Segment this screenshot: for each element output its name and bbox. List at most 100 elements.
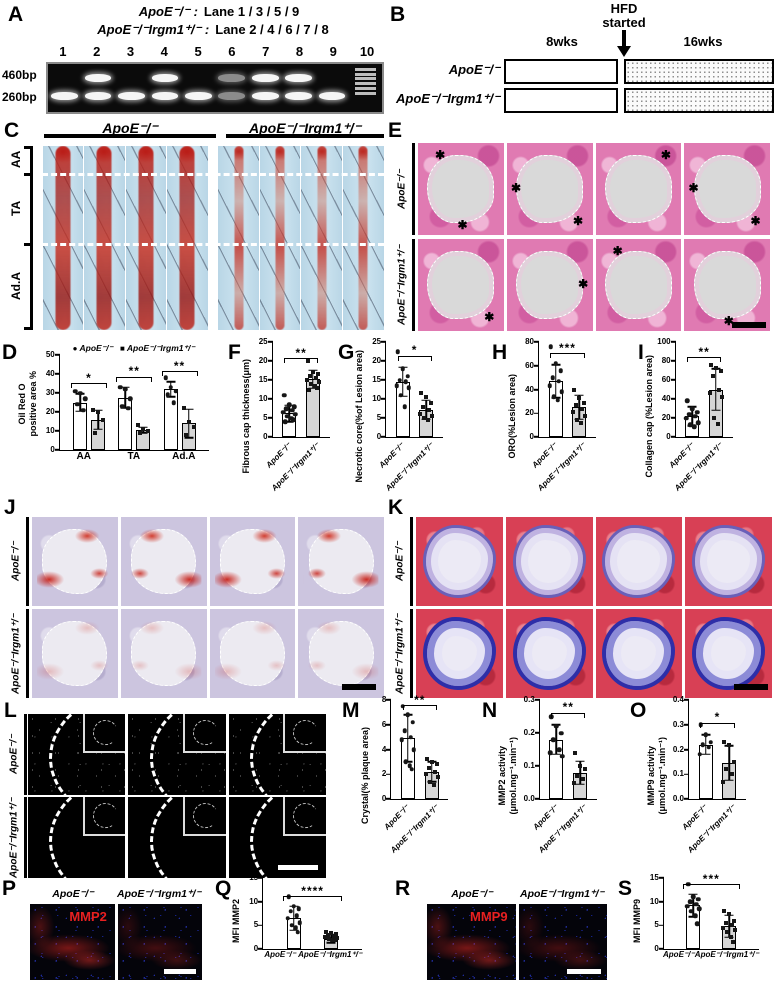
vessel-lumen — [516, 154, 584, 224]
bar-group — [721, 700, 737, 799]
gel-lane — [48, 64, 81, 112]
data-point — [557, 747, 562, 752]
legend-label: ApoE⁻/⁻Irgm1⁺/⁻ — [126, 343, 195, 353]
error-bar-cap — [574, 394, 584, 397]
x-labels: ApoE⁻/⁻ ApoE⁻/⁻Irgm1⁺/⁻ — [663, 950, 759, 964]
data-point — [692, 424, 697, 429]
bar-group: ** — [116, 355, 153, 450]
y-tick-label: 80 — [525, 337, 534, 347]
y-tick-label: 50 — [45, 350, 55, 360]
x-label: ApoE⁻/⁻ — [663, 950, 695, 964]
data-point — [136, 423, 141, 428]
data-point — [424, 395, 429, 400]
gel-lane-number: 2 — [93, 44, 101, 59]
bar-wrap — [572, 700, 588, 799]
data-point — [693, 413, 698, 419]
data-point — [429, 759, 434, 764]
data-point — [294, 913, 300, 919]
gel-lane — [282, 64, 315, 112]
x-labels: ApoE⁻/⁻ ApoE⁻/⁻Irgm1⁺/⁻ — [680, 800, 746, 855]
x-label-text: ApoE⁻/⁻ — [666, 441, 696, 470]
panel-A-label: A — [8, 3, 24, 26]
masson-section-image — [505, 517, 593, 606]
y-tick — [683, 699, 689, 701]
scale-bar — [342, 684, 376, 690]
error-bar-cap — [711, 409, 721, 412]
significance-bracket — [284, 358, 319, 364]
significance-stars: * — [86, 370, 92, 385]
data-point — [313, 376, 318, 381]
data-point — [403, 759, 409, 765]
y-tick-label: 0.1 — [672, 769, 684, 779]
data-point — [572, 387, 577, 392]
vessel-lumen — [604, 250, 672, 320]
bar-wrap — [118, 355, 133, 450]
x-label-text: ApoE⁻/⁻Irgm1⁺/⁻ — [694, 950, 759, 959]
data-point — [430, 414, 435, 419]
he-section-image: ✱ ✱ — [506, 143, 593, 235]
he-section-image: ✱ — [506, 239, 593, 331]
if-col2-header: ApoE⁻/⁻Irgm1⁺/⁻ — [519, 888, 604, 900]
masson-section-image — [685, 517, 772, 606]
data-point — [580, 406, 585, 411]
data-point — [713, 365, 718, 370]
bracket-tick — [24, 243, 33, 246]
y-tick — [54, 411, 60, 413]
bar-wrap — [684, 342, 701, 437]
bracket-tick — [24, 327, 33, 330]
if-col2-header: ApoE⁻/⁻Irgm1⁺/⁻ — [116, 888, 201, 900]
significance-stars: *** — [558, 340, 576, 355]
y-tick-label: 4 — [381, 744, 387, 754]
panel-L-label: L — [4, 699, 17, 722]
bar-wrap — [91, 355, 106, 450]
band-260bp — [218, 91, 246, 100]
data-point — [556, 378, 561, 384]
data-point — [429, 400, 434, 405]
error-bar — [704, 734, 707, 755]
plot-area: 0 5 10 15 **** — [249, 873, 363, 953]
vessel-lumen — [516, 250, 584, 320]
y-tick — [267, 417, 273, 419]
data-point — [724, 767, 729, 772]
y-tick — [381, 417, 387, 419]
bar-wrap — [707, 342, 724, 437]
error-bar-cap — [551, 753, 561, 756]
data-point — [191, 425, 196, 430]
data-point — [91, 408, 96, 413]
row-divider — [412, 239, 415, 331]
data-point — [293, 411, 298, 417]
data-point — [165, 392, 170, 398]
y-tick — [54, 392, 60, 394]
panel-R-label: R — [395, 877, 411, 900]
data-point — [297, 920, 303, 926]
error-bar-cap — [575, 760, 585, 762]
oro-stain-overlay — [303, 616, 379, 691]
oro-stain-overlay — [214, 524, 291, 599]
hfd-arrow-icon — [617, 46, 631, 57]
bar-group — [547, 342, 564, 437]
data-point — [550, 375, 555, 380]
significance-bracket — [687, 356, 722, 362]
image-row — [28, 797, 326, 878]
row-divider — [410, 517, 413, 606]
y-tick — [267, 398, 273, 400]
error-bar — [97, 410, 99, 430]
data-point — [553, 361, 558, 366]
data-point — [574, 402, 579, 407]
significance-marker: ** — [161, 359, 198, 376]
data-point — [293, 925, 299, 930]
y-tick — [381, 341, 387, 343]
row-label: ApoE⁻/⁻ — [8, 734, 20, 775]
band-460bp — [285, 73, 312, 82]
aorta-group1-title: ApoE⁻/⁻ — [102, 120, 158, 136]
data-point — [706, 744, 711, 750]
lanes-2-label: Lane 2 / 4 / 6 / 7 / 8 — [215, 22, 329, 37]
oro-section-image — [32, 609, 118, 698]
bar-wrap — [423, 700, 440, 799]
data-point — [685, 398, 690, 404]
plot-area: 0 2 4 6 8 ** — [382, 693, 449, 803]
data-point — [696, 420, 701, 425]
y-tick-label: 80 — [661, 356, 671, 366]
y-tick — [54, 449, 60, 451]
y-axis-label: Fibrous cap thickness(μm) — [240, 358, 251, 474]
